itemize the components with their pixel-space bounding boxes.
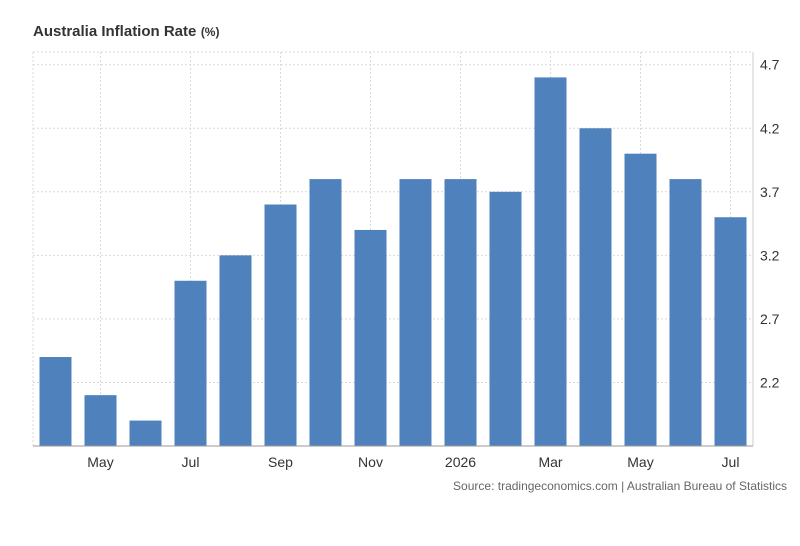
bar[interactable] (714, 217, 747, 446)
x-tick-label: Jul (722, 454, 740, 470)
bar[interactable] (129, 420, 162, 446)
y-tick-label: 2.7 (760, 311, 780, 327)
bar[interactable] (669, 179, 702, 446)
bar[interactable] (174, 280, 207, 446)
bar[interactable] (309, 179, 342, 446)
x-tick-label: Sep (268, 454, 293, 470)
source-credit: Source: tradingeconomics.com | Australia… (453, 479, 787, 493)
x-axis: May Jul Sep Nov 2026 Mar May Jul (33, 445, 753, 470)
bar[interactable] (219, 255, 252, 446)
y-tick-label: 4.2 (760, 120, 780, 136)
y-tick-label: 3.2 (760, 247, 780, 263)
y-tick-label: 2.2 (760, 374, 780, 390)
bar[interactable] (579, 128, 612, 447)
bar[interactable] (399, 179, 432, 446)
bar[interactable] (444, 179, 477, 446)
bar[interactable] (354, 229, 387, 446)
bar[interactable] (489, 191, 522, 446)
bar[interactable] (39, 357, 72, 446)
bar[interactable] (264, 204, 297, 446)
x-tick-label: Jul (182, 454, 200, 470)
bars (39, 77, 747, 447)
x-tick-label: 2026 (445, 454, 476, 470)
x-tick-label: May (627, 454, 653, 470)
x-tick-label: Nov (358, 454, 383, 470)
chart-title-text: Australia Inflation Rate (33, 23, 197, 40)
x-tick-label: May (87, 454, 113, 470)
bar[interactable] (534, 77, 567, 446)
chart-title: Australia Inflation Rate (%) (33, 23, 219, 41)
y-tick-label: 4.7 (760, 57, 780, 73)
bar[interactable] (84, 395, 117, 446)
y-axis: 2.2 2.7 3.2 3.7 4.2 4.7 (760, 57, 780, 391)
y-tick-label: 3.7 (760, 184, 780, 200)
x-tick-label: Mar (538, 454, 562, 470)
chart-title-unit: (%) (200, 25, 220, 39)
bar[interactable] (624, 153, 657, 446)
